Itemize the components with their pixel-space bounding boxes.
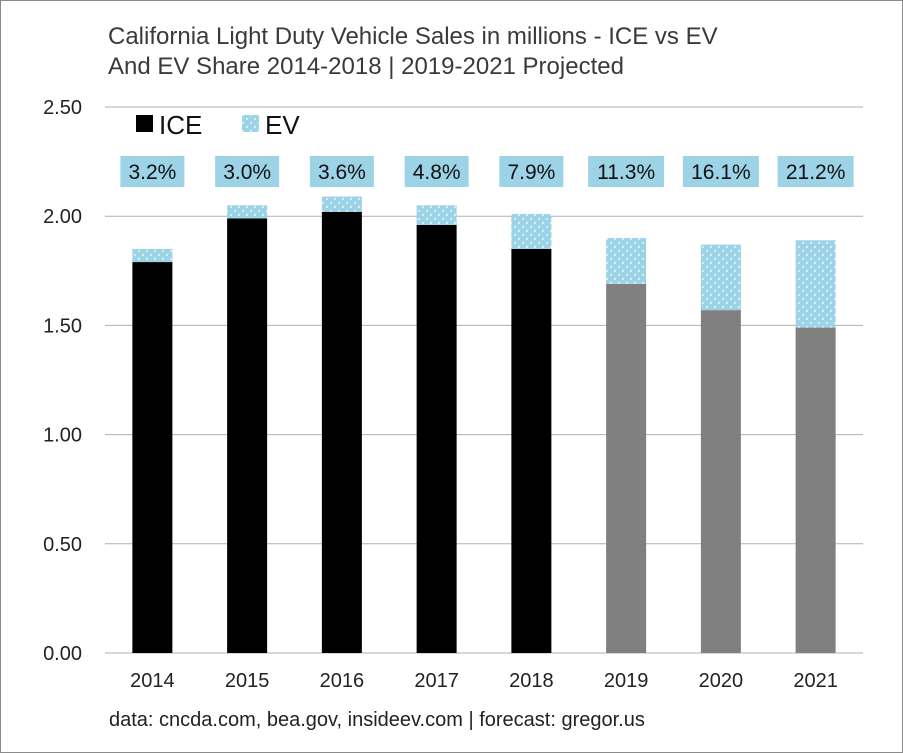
y-tick-label: 0.00	[43, 643, 82, 665]
ev-share-label: 3.6%	[318, 161, 366, 184]
ev-share-label-box	[499, 156, 564, 187]
legend-swatch-ice	[136, 115, 153, 132]
bar-ice-2017	[416, 224, 457, 653]
ev-share-label-box	[215, 156, 280, 187]
legend-label-ev: EV	[265, 110, 300, 140]
y-tick-label: 0.50	[43, 534, 82, 556]
bar-ice-2014	[132, 262, 173, 653]
x-tick-label: 2016	[320, 670, 365, 692]
ev-share-label-box	[588, 156, 665, 187]
legend-swatch-ev	[242, 115, 259, 132]
chart-title: California Light Duty Vehicle Sales in m…	[108, 23, 718, 50]
bar-ice-2018	[511, 248, 552, 653]
ev-share-label-box	[777, 156, 854, 187]
bar-ev-2018	[511, 214, 552, 249]
data-source-note: data: cncda.com, bea.gov, insideev.com |…	[109, 709, 645, 731]
ev-share-label-box	[404, 156, 469, 187]
x-tick-label: 2020	[699, 670, 744, 692]
y-tick-label: 1.00	[43, 425, 82, 447]
bar-ev-2021	[795, 240, 836, 328]
bar-ev-2016	[321, 196, 362, 212]
y-tick-label: 2.00	[43, 206, 82, 228]
bar-ev-2019	[606, 238, 647, 284]
chart-subtitle: And EV Share 2014-2018 | 2019-2021 Proje…	[108, 53, 624, 80]
y-tick-label: 1.50	[43, 315, 82, 337]
bar-ice-2015	[227, 218, 268, 653]
bar-ice-2020	[700, 310, 741, 653]
ev-share-label: 11.3%	[597, 161, 655, 184]
x-tick-label: 2015	[225, 670, 270, 692]
bar-ev-2020	[700, 244, 741, 311]
x-tick-label: 2017	[414, 670, 459, 692]
ev-share-label: 3.0%	[223, 161, 271, 184]
bar-ev-2017	[416, 205, 457, 225]
x-tick-label: 2018	[509, 670, 554, 692]
ev-share-label: 21.2%	[786, 161, 846, 184]
bar-ice-2019	[606, 283, 647, 653]
y-tick-label: 2.50	[43, 97, 82, 119]
bar-ev-2015	[227, 205, 268, 219]
bar-ice-2016	[321, 211, 362, 653]
x-tick-label: 2021	[793, 670, 838, 692]
legend-label-ice: ICE	[159, 110, 202, 140]
ev-share-label-box	[309, 156, 374, 187]
ev-share-label-box	[120, 156, 185, 187]
ev-share-label-box	[682, 156, 759, 187]
ev-share-label: 7.9%	[507, 161, 555, 184]
bar-ice-2021	[795, 327, 836, 653]
ev-share-label: 3.2%	[128, 161, 176, 184]
ev-share-label: 16.1%	[691, 161, 751, 184]
x-tick-label: 2019	[604, 670, 649, 692]
bar-ev-2014	[132, 248, 173, 263]
x-tick-label: 2014	[130, 670, 175, 692]
ev-share-label: 4.8%	[413, 161, 461, 184]
